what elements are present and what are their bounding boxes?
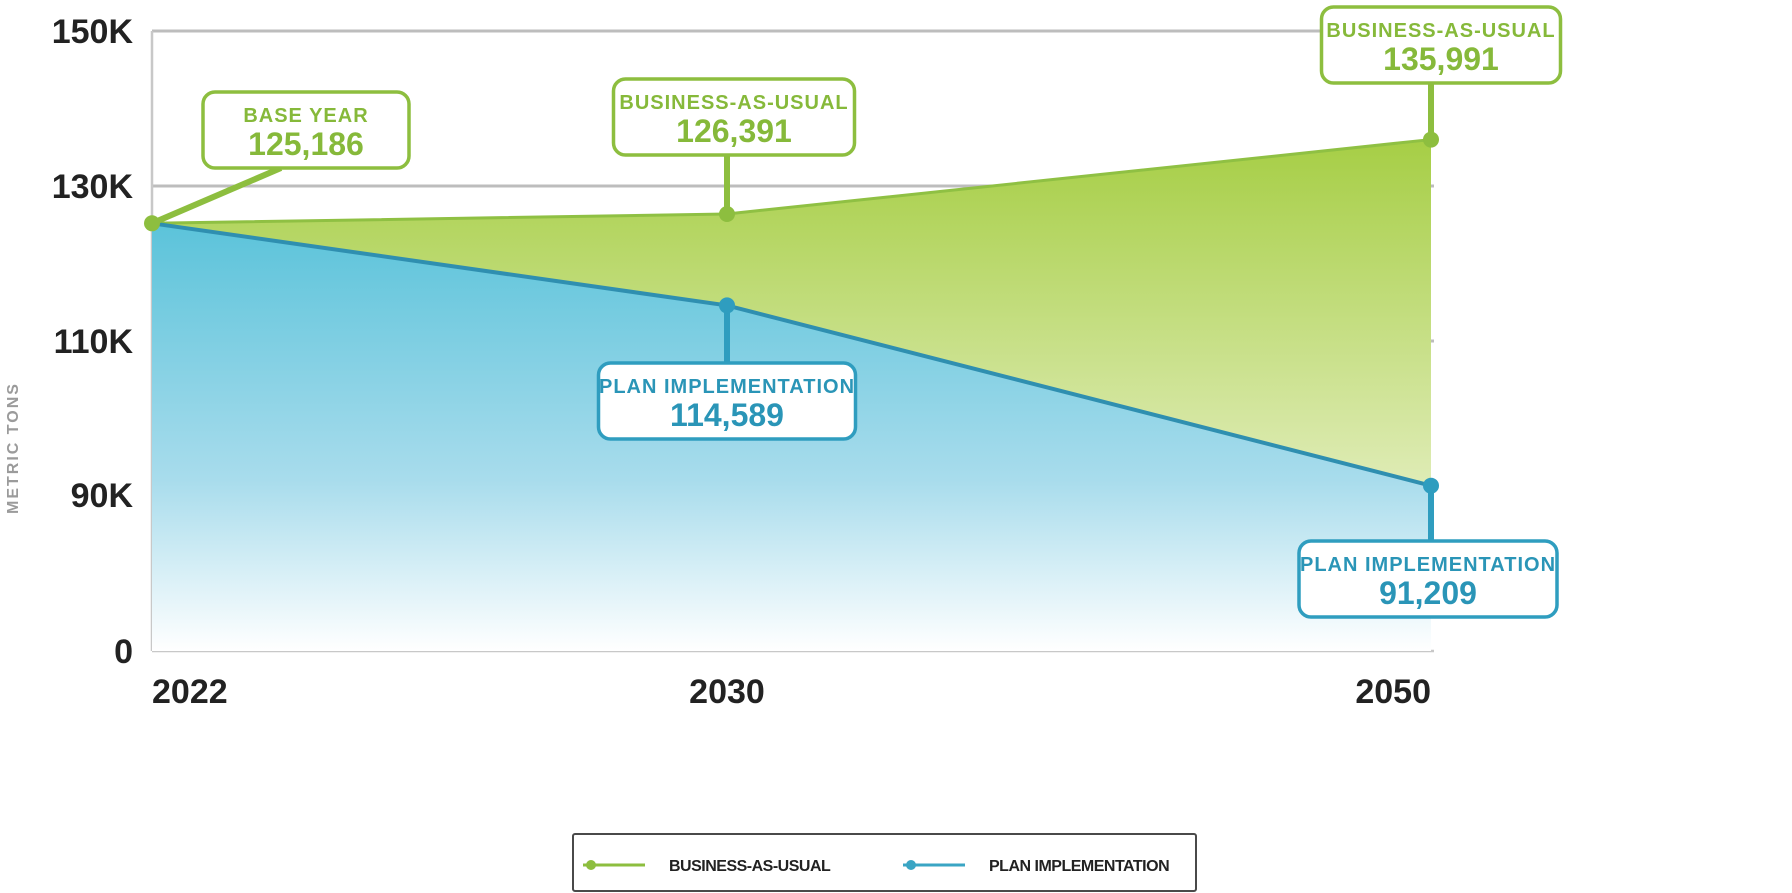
callout-title: BUSINESS-AS-USUAL [619, 92, 848, 114]
callout-title: BUSINESS-AS-USUAL [1326, 20, 1555, 42]
legend: BUSINESS-AS-USUAL PLAN IMPLEMENTATION [572, 833, 1197, 892]
callout-value: 91,209 [1379, 575, 1477, 611]
data-point [144, 215, 160, 232]
legend-box [572, 833, 1197, 892]
legend-label: BUSINESS-AS-USUAL [669, 858, 831, 875]
callout-title: PLAN IMPLEMENTATION [599, 376, 855, 398]
y-tick-label: 0 [114, 633, 133, 671]
legend-swatch-marker [906, 860, 916, 870]
callout-value: 126,391 [676, 113, 792, 149]
callout-box [201, 90, 411, 170]
y-tick-label: 130K [52, 168, 134, 206]
data-point [1423, 477, 1439, 494]
data-point [1423, 131, 1439, 148]
callout-box [1297, 539, 1559, 619]
y-tick-label: 150K [52, 13, 134, 51]
callout-box [1319, 5, 1563, 85]
y-tick-label: 110K [54, 323, 134, 361]
x-tick-label: 2030 [689, 673, 765, 711]
callout-title: BASE YEAR [243, 105, 368, 127]
y-tick-label: 90K [71, 477, 134, 515]
callout-value: 125,186 [248, 126, 364, 162]
x-tick-label: 2050 [1355, 673, 1431, 711]
x-tick-label: 2022 [152, 673, 228, 711]
legend-label: PLAN IMPLEMENTATION [989, 858, 1169, 875]
callout-leader [150, 165, 283, 227]
callout-title: PLAN IMPLEMENTATION [1300, 554, 1556, 576]
callouts: BASE YEAR125,186BUSINESS-AS-USUAL126,391… [144, 5, 1563, 619]
callout-box [596, 361, 858, 441]
ticks: 0 90K 110K 130K 150K 2022 2030 2050 [52, 13, 1431, 711]
data-point [719, 205, 735, 222]
legend-swatch-marker [586, 860, 596, 870]
callout-value: 114,589 [670, 397, 784, 433]
callout-value: 135,991 [1383, 41, 1499, 77]
callout-box [611, 77, 857, 157]
data-point [719, 297, 735, 314]
business-as-usual-area [152, 139, 1431, 486]
